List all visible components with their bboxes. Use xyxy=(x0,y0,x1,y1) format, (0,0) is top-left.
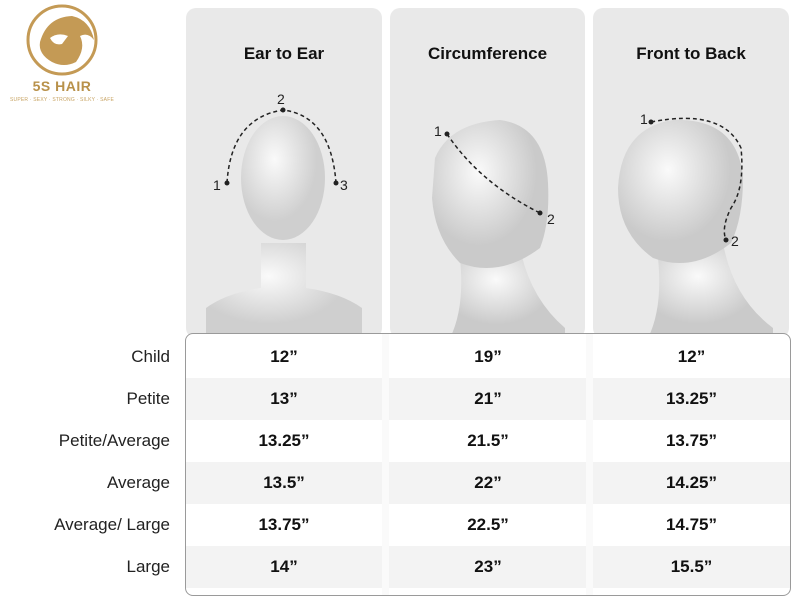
table-row: 13.75” 22.5” 14.75” xyxy=(186,504,790,546)
column-title: Circumference xyxy=(427,44,548,63)
point-label: 2 xyxy=(277,91,285,107)
point-label: 1 xyxy=(213,177,221,193)
table-cell: 14.75” xyxy=(665,515,718,534)
table-cell: 15.5” xyxy=(670,557,713,576)
table-row: 13.5” 22” 14.25” xyxy=(186,462,790,504)
row-label: Average/ Large xyxy=(54,515,170,534)
head-illustration: 1 2 xyxy=(618,111,773,338)
brand-tagline: SUPER · SEXY · STRONG · SILKY · SAFE xyxy=(10,97,114,103)
table-cell: 13” xyxy=(270,389,298,408)
lion-icon xyxy=(26,4,98,76)
table-cell: 14” xyxy=(270,557,298,576)
head-illustration: 1 2 3 xyxy=(206,91,362,338)
front-to-back-panel: Front to Back 1 2 xyxy=(593,8,789,338)
table-cell: 13.25” xyxy=(258,431,310,450)
table-cell: 12” xyxy=(270,347,298,366)
table-cell: 22” xyxy=(474,473,502,492)
ear-to-ear-panel: Ear to Ear 1 2 3 xyxy=(186,8,382,338)
table-cell: 13.75” xyxy=(258,515,310,534)
row-label: Petite xyxy=(126,389,170,408)
row-label: Child xyxy=(131,347,170,366)
table-cell: 19” xyxy=(474,347,502,366)
point-label: 2 xyxy=(731,233,739,249)
point-label: 1 xyxy=(640,111,648,127)
point-label: 2 xyxy=(547,211,555,227)
column-title: Front to Back xyxy=(636,44,746,63)
row-label: Large xyxy=(126,557,170,576)
table-cell: 14.25” xyxy=(665,473,718,492)
table-cell: 23” xyxy=(474,557,502,576)
table-cell: 21” xyxy=(474,389,502,408)
table-cell: 13.5” xyxy=(263,473,305,492)
table-row: 13.25” 21.5” 13.75” xyxy=(186,420,790,462)
column-divider xyxy=(382,334,389,595)
brand-name: 5S HAIR xyxy=(32,78,92,94)
point-label: 3 xyxy=(340,177,348,193)
circumference-panel: Circumference 1 2 xyxy=(390,8,585,338)
table-cell: 21.5” xyxy=(467,431,509,450)
head-illustration: 1 2 xyxy=(432,120,565,338)
table-cell: 13.75” xyxy=(665,431,718,450)
row-label: Average xyxy=(106,473,170,492)
brand-logo: 5S HAIR SUPER · SEXY · STRONG · SILKY · … xyxy=(2,2,128,106)
column-title: Ear to Ear xyxy=(243,44,325,63)
table-cell: 12” xyxy=(677,347,706,366)
table-row: 12” 19” 12” xyxy=(186,336,790,378)
table-cell: 13.25” xyxy=(665,389,718,408)
table-cell: 22.5” xyxy=(467,515,509,534)
row-label: Petite/Average xyxy=(58,431,170,450)
table-row: 13” 21” 13.25” xyxy=(186,378,790,420)
column-divider xyxy=(586,334,593,595)
table-row: 14” 23” 15.5” xyxy=(186,546,790,588)
size-table: 12” 19” 12” 13” 21” 13.25” 13.25” 21.5” 13.75” 13… xyxy=(185,333,791,596)
point-label: 1 xyxy=(434,123,442,139)
